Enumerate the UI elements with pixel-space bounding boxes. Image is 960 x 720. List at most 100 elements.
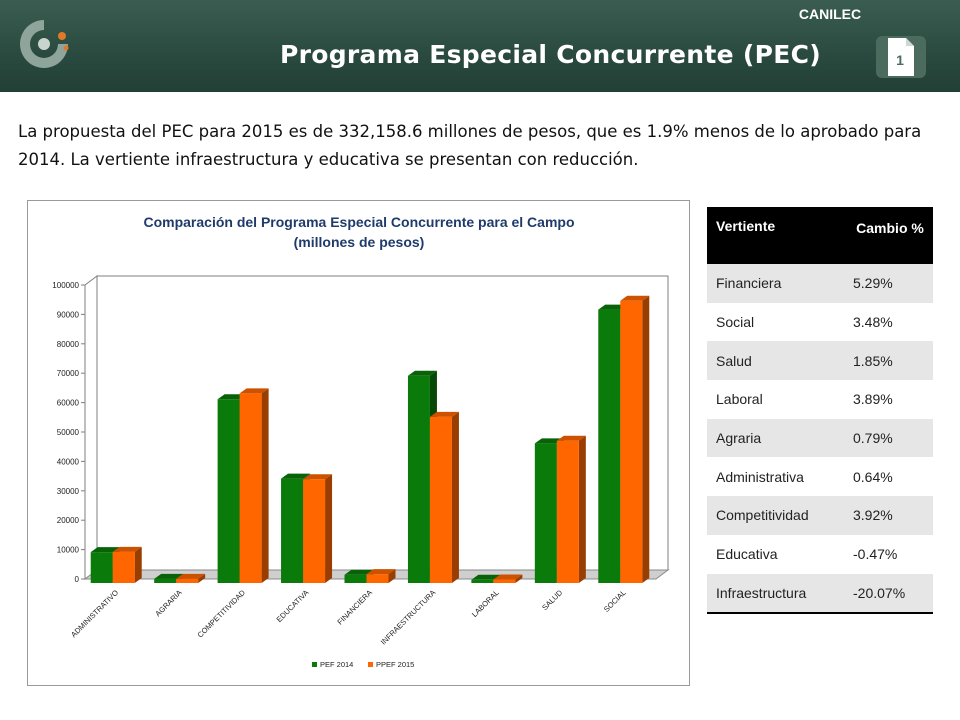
y-tick-label: 20000 [57, 516, 80, 525]
cell-cambio: 0.64% [853, 468, 893, 485]
chart-subtitle: (millones de pesos) [294, 234, 425, 250]
table-row: Administrativa 0.64% [707, 457, 933, 497]
chart-container: Comparación del Programa Especial Concur… [27, 200, 690, 686]
x-category-label: SALUD [540, 588, 564, 612]
table-row: Social 3.48% [707, 302, 933, 342]
legend-swatch [368, 662, 373, 667]
bar-side [325, 474, 333, 583]
header-vertiente: Vertiente [716, 218, 776, 234]
bar-top [366, 569, 396, 575]
bar-top [90, 547, 120, 553]
bar-top [154, 573, 184, 579]
bar-top [471, 574, 501, 580]
bar-side [134, 546, 142, 583]
cell-vertiente: Educativa [716, 546, 778, 563]
bar-top [598, 304, 628, 310]
cell-cambio: 3.92% [853, 507, 893, 524]
bar-ppef2015 [303, 479, 326, 583]
cell-vertiente: Financiera [716, 275, 782, 292]
page-title: Programa Especial Concurrente (PEC) [280, 40, 821, 69]
x-category-label: FINANCIERA [335, 588, 373, 626]
change-table: Vertiente Cambio % Financiera 5.29% Social… [707, 207, 933, 615]
table-row: Agraria 0.79% [707, 418, 933, 458]
cell-cambio: -20.07% [853, 584, 906, 601]
bar-top [493, 574, 523, 580]
cell-vertiente: Salud [716, 352, 752, 369]
y-tick-label: 30000 [57, 487, 80, 496]
bar-side [642, 295, 650, 583]
y-tick-label: 60000 [57, 399, 80, 408]
bar-pef2014 [471, 579, 494, 583]
bar-pef2014 [217, 399, 240, 583]
bar-side [515, 574, 523, 583]
legend-label: PPEF 2015 [376, 660, 414, 669]
bar-ppef2015 [366, 574, 389, 583]
bar-pef2014 [534, 443, 557, 583]
document-icon [876, 36, 926, 78]
table-row: Competitividad 3.92% [707, 496, 933, 535]
table-row: Laboral 3.89% [707, 380, 933, 419]
canilec-logo-icon [20, 20, 69, 68]
bar-top [112, 546, 142, 552]
x-category-label: INFRAESTRUCTURA [379, 588, 438, 647]
bar-ppef2015 [620, 300, 643, 583]
bar-top [239, 388, 269, 394]
bar-ppef2015 [112, 551, 135, 583]
bar-pef2014 [598, 309, 621, 583]
cell-vertiente: Social [716, 314, 755, 331]
cell-cambio: 3.89% [853, 391, 893, 408]
bar-ppef2015 [239, 393, 262, 583]
cell-cambio: -0.47% [853, 546, 898, 563]
slide-number: 1 [896, 52, 904, 68]
y-tick-label: 50000 [57, 428, 80, 437]
intro-paragraph: La propuesta del PEC para 2015 es de 332… [18, 122, 922, 169]
y-tick-label: 70000 [57, 369, 80, 378]
table-row: Educativa -0.47% [707, 534, 933, 574]
table-bottom-rule [707, 612, 933, 615]
bar-top [281, 473, 311, 479]
bar-top [176, 573, 206, 579]
y-tick-label: 80000 [57, 340, 80, 349]
cell-cambio: 1.85% [853, 352, 893, 369]
bar-side [578, 435, 586, 583]
bar-ppef2015 [556, 440, 579, 583]
x-category-label: EDUCATIVA [275, 588, 311, 624]
bar-side [261, 388, 269, 583]
x-category-label: COMPETITIVIDAD [196, 588, 248, 640]
bar-top [217, 394, 247, 400]
bar-side [388, 569, 396, 583]
y-tick-label: 90000 [57, 310, 80, 319]
cell-vertiente: Infraestructura [716, 584, 807, 601]
bar-top [407, 370, 437, 376]
bar-pef2014 [90, 552, 113, 583]
header-cambio: Cambio % [856, 220, 924, 236]
x-category-label: SOCIAL [602, 588, 628, 614]
table-row: Salud 1.85% [707, 341, 933, 381]
cell-vertiente: Competitividad [716, 507, 809, 524]
bar-ppef2015 [493, 579, 516, 583]
x-category-label: AGRARIA [153, 588, 183, 618]
bar-top [303, 474, 333, 480]
legend-label: PEF 2014 [320, 660, 353, 669]
bar-side [451, 411, 459, 583]
header-bar: CANILEC Programa Especial Concurrente (P… [0, 0, 960, 92]
cell-vertiente: Laboral [716, 391, 763, 408]
bar-top [534, 438, 564, 444]
chart-title: Comparación del Programa Especial Concur… [143, 214, 574, 230]
bar-pef2014 [154, 578, 177, 583]
bar-pef2014 [344, 574, 367, 583]
org-name: CANILEC [798, 6, 862, 22]
bar-pef2014 [407, 375, 430, 583]
side-wall [84, 275, 98, 580]
bar-top [429, 411, 459, 417]
y-tick-label: 10000 [57, 546, 80, 555]
table-row: Financiera 5.29% [707, 264, 933, 303]
bar-top [556, 435, 586, 441]
x-category-label: ADMINISTRATIVO [69, 588, 120, 639]
cell-vertiente: Administrativa [716, 468, 804, 485]
x-category-label: LABORAL [470, 588, 501, 619]
cell-vertiente: Agraria [716, 430, 762, 447]
table-header: Vertiente Cambio % [707, 207, 933, 264]
legend-swatch [312, 662, 317, 667]
bar-side [198, 573, 206, 583]
